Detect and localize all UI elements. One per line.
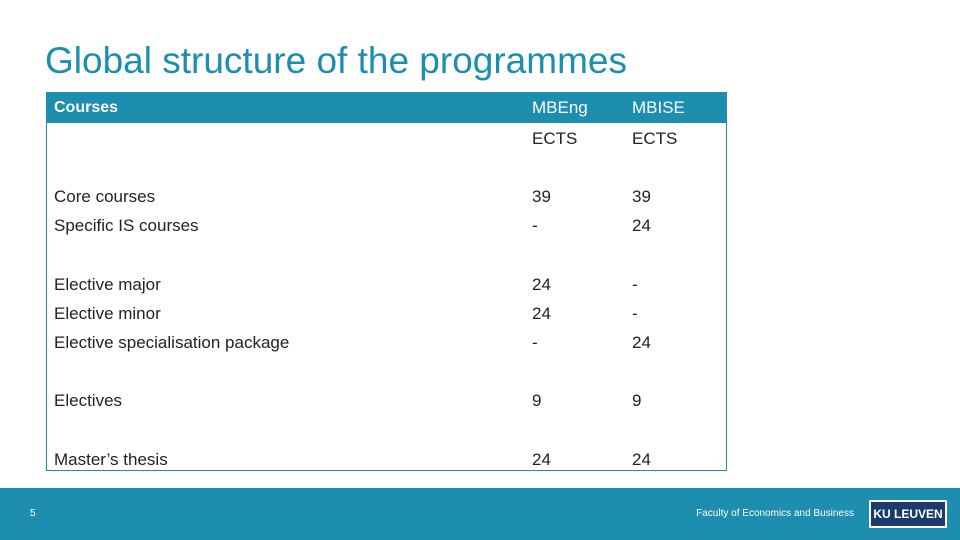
- table-header-row: Courses MBEng MBISE: [47, 93, 726, 123]
- row-label: Elective major: [54, 275, 161, 294]
- row-mbeng-value: 9: [532, 391, 542, 410]
- row-mbeng-value: 24: [532, 450, 551, 469]
- row-label: Elective specialisation package: [54, 333, 290, 352]
- slide-title: Global structure of the programmes: [45, 40, 627, 81]
- header-mbeng: MBEng: [532, 98, 588, 117]
- row-mbise-value: 24: [632, 216, 651, 235]
- header-courses: Courses: [54, 99, 119, 116]
- subheader-mbise-ects: ECTS: [632, 129, 678, 148]
- row-label: Core courses: [54, 187, 156, 206]
- row-mbise-value: -: [632, 304, 638, 323]
- faculty-label: Faculty of Economics and Business: [696, 508, 854, 519]
- programme-table: Courses MBEng MBISE ECTS ECTS Core cours…: [46, 92, 727, 471]
- row-mbise-value: 9: [632, 391, 642, 410]
- row-mbeng-value: 24: [532, 275, 551, 294]
- row-mbise-value: 39: [632, 187, 651, 206]
- slide-footer: 5 Faculty of Economics and Business KU L…: [0, 488, 960, 540]
- row-mbise-value: -: [632, 275, 638, 294]
- subheader-mbeng-ects: ECTS: [532, 129, 578, 148]
- header-mbise: MBISE: [632, 98, 685, 117]
- row-mbeng-value: -: [532, 333, 538, 352]
- ku-leuven-logo: KU LEUVEN: [869, 500, 947, 528]
- row-mbeng-value: -: [532, 216, 538, 235]
- row-mbeng-value: 24: [532, 304, 551, 323]
- row-label: Electives: [54, 391, 123, 410]
- row-label: Elective minor: [54, 304, 161, 323]
- row-mbeng-value: 39: [532, 187, 551, 206]
- page-number: 5: [30, 508, 36, 519]
- row-label: Specific IS courses: [54, 216, 199, 235]
- row-mbise-value: 24: [632, 450, 651, 469]
- row-label: Master’s thesis: [54, 450, 168, 469]
- row-mbise-value: 24: [632, 333, 651, 352]
